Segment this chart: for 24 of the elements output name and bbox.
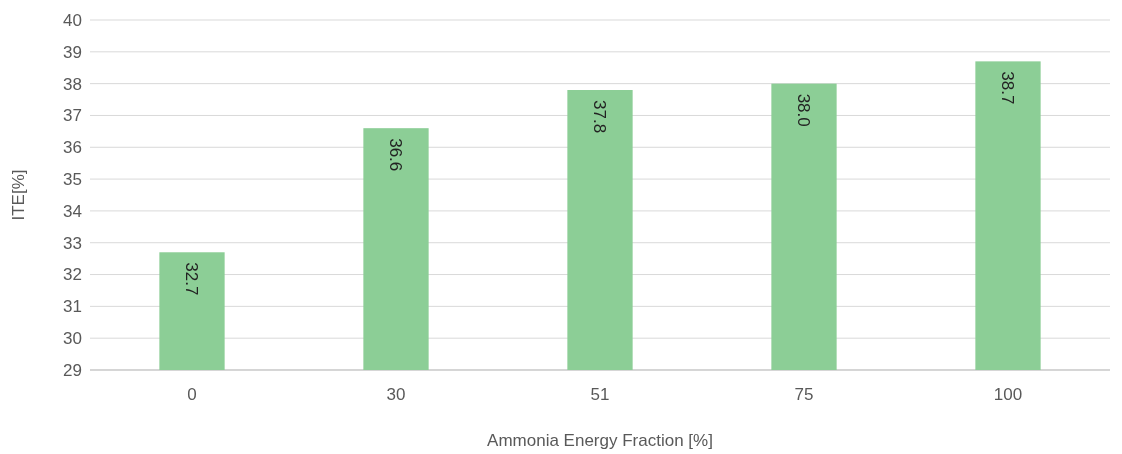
- x-axis-title: Ammonia Energy Fraction [%]: [487, 431, 713, 450]
- data-label: 37.8: [590, 100, 610, 134]
- x-tick-label: 30: [386, 385, 406, 404]
- y-tick-label: 35: [63, 170, 82, 190]
- y-tick-label: 31: [63, 297, 82, 317]
- y-tick-label: 38: [63, 74, 82, 94]
- data-label: 38.0: [794, 93, 814, 127]
- x-tick-label: 75: [794, 385, 814, 404]
- y-tick-label: 37: [63, 106, 82, 126]
- y-axis-title: ITE[%]: [9, 169, 28, 221]
- y-tick-label: 36: [63, 138, 82, 158]
- x-tick-label: 100: [993, 385, 1023, 404]
- y-tick-label: 33: [63, 233, 82, 253]
- y-tick-label: 30: [63, 329, 82, 349]
- data-label: 36.6: [386, 138, 406, 172]
- y-tick-label: 29: [63, 360, 82, 380]
- y-tick-label: 39: [63, 42, 82, 62]
- y-tick-label: 32: [63, 265, 82, 285]
- data-label: 32.7: [182, 262, 202, 296]
- x-tick-label: 51: [590, 385, 610, 404]
- y-tick-label: 40: [63, 10, 82, 30]
- x-tick-label: 0: [187, 385, 197, 404]
- y-tick-label: 34: [63, 201, 82, 221]
- data-label: 38.7: [998, 71, 1018, 105]
